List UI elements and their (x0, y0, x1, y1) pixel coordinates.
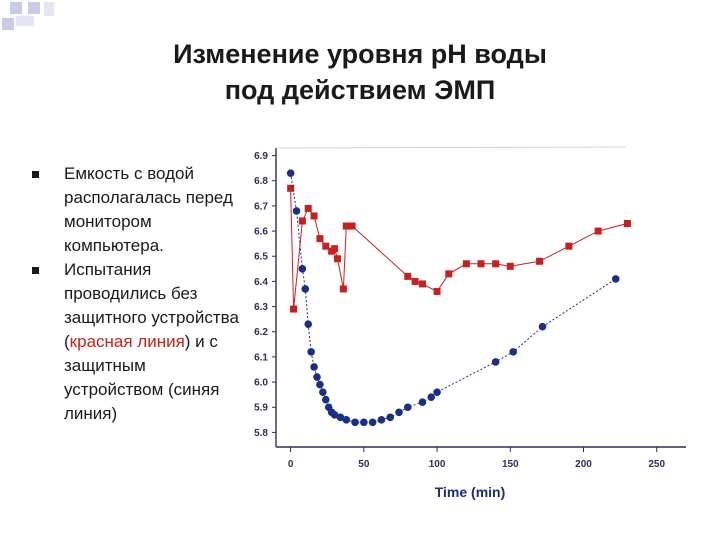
red-data-point (411, 277, 419, 285)
chart-series (286, 169, 631, 427)
red-data-point (477, 260, 485, 268)
blue-series-line (290, 173, 616, 423)
blue-data-point (538, 322, 547, 331)
blue-data-point (611, 275, 620, 283)
red-data-point (492, 260, 500, 268)
corner-decoration (0, 0, 60, 40)
y-tick-label: 6.2 (254, 327, 268, 338)
blue-data-point (418, 398, 427, 407)
blue-data-point (321, 395, 330, 404)
x-tick-label: 0 (288, 459, 294, 470)
deco-square (16, 16, 34, 26)
y-tick-label: 6.0 (254, 378, 268, 389)
chart-axes: 5.8 5.9 6.0 6.1 6.2 6.3 6.4 6.5 6.6 6.7 6.8 6.9 0 50 1… (254, 146, 686, 470)
blue-data-point (433, 388, 441, 396)
bullet-text-end: ) и с защитным устройством (синяя линия) (64, 332, 220, 423)
blue-data-point (360, 418, 368, 427)
blue-data-point (427, 393, 436, 401)
bullet-text-red: красная линия (69, 332, 185, 351)
blue-data-point (330, 410, 339, 419)
red-data-point (348, 222, 356, 230)
x-tick-label: 200 (575, 459, 592, 470)
blue-data-point (316, 380, 324, 389)
red-data-point (506, 262, 514, 270)
red-data-point (418, 280, 426, 288)
deco-square (10, 2, 22, 14)
red-data-point (334, 255, 341, 263)
red-data-point (316, 235, 324, 243)
blue-data-point (509, 348, 518, 356)
y-tick-label: 5.9 (254, 403, 268, 414)
x-tick-label: 150 (502, 459, 519, 470)
x-tick-label: 100 (429, 459, 446, 470)
red-data-point (322, 242, 330, 250)
red-data-point (339, 285, 347, 293)
blue-data-point (301, 285, 310, 293)
x-tick-label: 250 (648, 459, 665, 470)
y-tick-label: 6.5 (254, 252, 268, 263)
red-data-point (594, 227, 602, 235)
square-bullet-icon (32, 267, 39, 274)
bullet-item: Емкость с водой располагалась перед мони… (30, 162, 240, 258)
blue-data-point (342, 416, 351, 424)
blue-data-point (310, 363, 318, 371)
blue-data-point (351, 418, 359, 427)
bullet-text: Емкость с водой располагалась перед мони… (64, 164, 233, 255)
x-tick-label: 50 (358, 459, 370, 470)
blue-data-point (386, 413, 395, 422)
deco-square (2, 18, 14, 30)
y-tick-label: 5.8 (254, 428, 268, 439)
deco-square (28, 2, 40, 14)
blue-data-point (286, 169, 295, 177)
red-data-point (331, 245, 339, 253)
y-tick-label: 6.1 (254, 352, 268, 363)
red-data-point (287, 184, 295, 192)
x-axis-label: Time (min) (435, 484, 506, 500)
y-tick-label: 6.6 (254, 227, 268, 238)
bullet-list: Емкость с водой располагалась перед мони… (30, 162, 240, 426)
red-data-point (445, 270, 453, 278)
y-tick-label: 6.8 (254, 176, 268, 187)
title-line-2: под действием ЭМП (224, 75, 496, 105)
y-tick-label: 6.7 (254, 201, 268, 212)
square-bullet-icon (32, 171, 39, 178)
blue-data-point (403, 403, 412, 412)
blue-data-point (304, 320, 313, 328)
blue-data-point (292, 207, 301, 215)
blue-data-point (377, 416, 386, 424)
blue-data-point (298, 265, 307, 273)
red-data-point (623, 220, 631, 228)
blue-data-point (307, 348, 315, 356)
blue-data-point (491, 358, 500, 366)
blue-data-point (395, 408, 403, 417)
red-data-point (404, 272, 412, 280)
blue-data-point (313, 373, 321, 381)
red-data-point (536, 257, 544, 265)
blue-data-point (368, 418, 377, 427)
y-tick-label: 6.9 (254, 151, 268, 162)
red-data-point (290, 305, 298, 313)
red-data-point (304, 204, 312, 212)
bullet-text-start: Испытания проводились без защитного устр… (64, 260, 239, 351)
y-tick-label: 6.3 (254, 302, 268, 313)
blue-data-point (319, 388, 327, 396)
blue-data-point (336, 413, 345, 422)
red-data-point (462, 260, 470, 268)
y-tick-label: 6.4 (254, 277, 268, 288)
red-data-point (310, 212, 318, 220)
title-line-1: Изменение уровня рН воды (173, 39, 547, 69)
red-data-point (433, 287, 441, 295)
slide-title: Изменение уровня рН воды под действием Э… (110, 36, 610, 108)
deco-square (44, 2, 54, 16)
ph-chart: 5.8 5.9 6.0 6.1 6.2 6.3 6.4 6.5 6.6 6.7 6.8 6.9 0 50 1… (254, 146, 686, 500)
top-frame-line (275, 146, 627, 149)
red-data-point (298, 217, 306, 225)
red-data-point (565, 242, 573, 250)
bullet-item: Испытания проводились без защитного устр… (30, 258, 240, 426)
